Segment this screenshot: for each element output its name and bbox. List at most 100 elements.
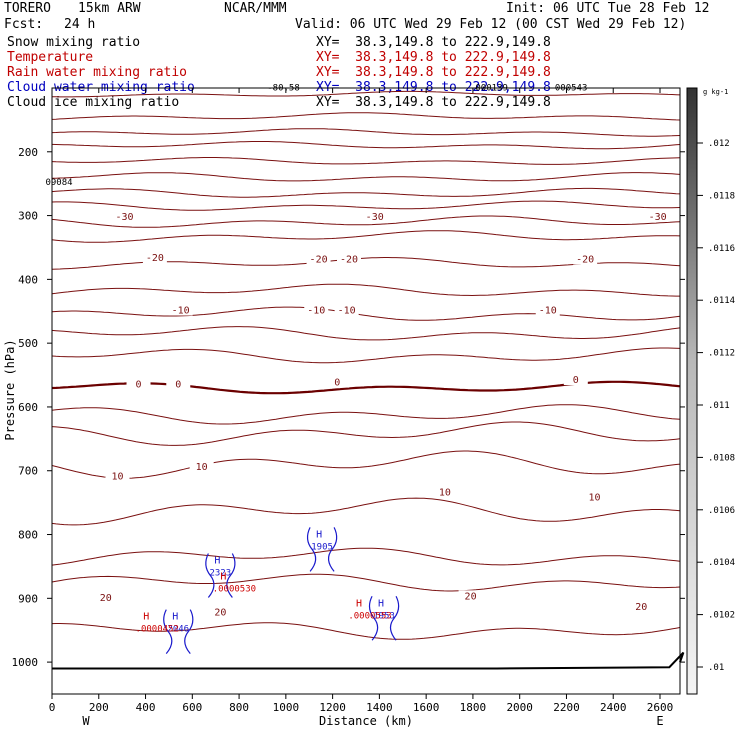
rain-water-high-1: H [143,612,149,623]
colorbar-tick-label-9: .0102 [708,611,735,621]
temp-label-bg-3 [142,252,167,264]
isotherm-20 [51,547,681,566]
y-tick-label-4: 600 [18,401,38,414]
plot-frame [51,87,681,695]
temp-label-bg-13 [325,376,350,388]
isotherm-2 [51,128,681,137]
temp-label-bg-1 [362,210,387,222]
isotherm-3 [51,141,681,150]
x-tick-label-6: 1200 [319,701,346,714]
rain-water-high-0: H [220,571,226,582]
colorbar-tick-label-4: .0112 [708,349,735,359]
isotherm-13 [51,326,681,341]
top-label-2: 000543 [555,84,588,94]
top-label-0: -80.58 [267,84,300,94]
temp-label-12: 0 [175,380,181,391]
y-tick-label-8: 1000 [12,656,39,669]
legend-rain-xy: XY= 38.3,149.8 to 222.9,149.8 [316,65,551,80]
temp-label-9: -10 [338,306,356,317]
legend-cloud-ice-label: Cloud ice mixing ratio [7,95,180,110]
cloud-water-label-1: 1905 [311,542,333,552]
colorbar-ticks: .012 .0118 .0116 .0114 .0112 .011 .0108 .0106 .0… [697,139,735,673]
isotherm-0 [51,90,681,98]
cloud-water-contour-1 [306,527,338,572]
model-resolution: 15km ARW [78,1,141,16]
x-tick-label-7: 1400 [366,701,393,714]
legend-cloud-ice-xy: XY= 38.3,149.8 to 222.9,149.8 [316,95,551,110]
temp-label-bg-9 [334,304,359,316]
temp-label-8: -10 [307,306,325,317]
temp-label-22: 20 [635,602,647,613]
temp-label-bg-0 [112,210,137,222]
cloud-water-high-1: H [316,529,322,540]
cloud-water-high-0: H [214,556,220,567]
rain-water-label-0: .0000530 [213,584,256,594]
x-tick-label-4: 800 [229,701,249,714]
y-tick-label-7: 900 [18,592,38,605]
temp-label-17: 10 [439,487,451,498]
isotherm-9 [51,230,681,243]
top-label-3: 09084 [45,178,72,188]
east-label: E [656,714,663,728]
temp-label-16: 10 [196,462,208,473]
temp-label-bg-18 [582,491,607,503]
y-tick-label-0: 200 [18,146,38,159]
temp-label-4: -20 [310,255,328,266]
temp-label-10: -10 [539,306,557,317]
colorbar-unit: g kg-1 [703,88,728,96]
temp-label-bg-4 [306,253,331,265]
valid-time: Valid: 06 UTC Wed 29 Feb 12 (00 CST Wed … [295,17,687,32]
model-name: TORERO [4,1,51,16]
x-tick-label-12: 2400 [600,701,627,714]
legend-rain-label: Rain water mixing ratio [7,65,188,80]
colorbar-tick-label-1: .0118 [708,191,735,201]
temp-label-11: 0 [136,380,142,391]
x-tick-label-9: 1800 [460,701,487,714]
colorbar-tick-label-0: .012 [708,139,730,149]
x-tick-label-11: 2200 [553,701,580,714]
temp-label-bg-6 [573,253,598,265]
rain-water-label-1: .0000452 [136,625,179,635]
cloud-water-high-3: H [378,598,384,609]
temp-label-13: 0 [334,378,340,389]
temp-label-1: -30 [366,212,384,223]
temp-label-bg-20 [208,606,233,618]
isotherm-4 [51,157,681,165]
temp-label-14: 0 [573,375,579,386]
temp-label-bg-11 [126,378,151,390]
isotherm-11 [51,283,680,297]
isotherm-19 [51,497,681,526]
colorbar-tick-label-7: .0106 [708,506,735,516]
temp-label-bg-22 [629,601,654,613]
temp-label-bg-2 [645,210,670,222]
plot-area: -30 -30 -30 -20 -20 -20 -20 -10 -10 -10 -10 0 0 0 0 10 1… [12,84,685,714]
isotherm-1 [51,112,681,121]
y-tick-label-3: 500 [18,337,38,350]
temp-label-0: -30 [115,212,133,223]
colorbar-tick-label-10: .01 [708,663,724,673]
legend-snow-label: Snow mixing ratio [7,35,141,50]
temp-label-bg-21 [458,590,483,602]
temp-label-15: 10 [111,471,123,482]
cloud-water-contour-2 [163,609,194,655]
temp-label-7: -10 [172,306,190,317]
isotherm-21 [51,573,681,592]
x-tick-label-13: 2600 [647,701,674,714]
temp-label-bg-8 [304,304,329,316]
isotherm-8 [51,215,681,228]
temp-label-bg-15 [105,470,130,482]
x-tick-label-5: 1000 [273,701,300,714]
x-tick-label-2: 400 [136,701,156,714]
temp-label-6: -20 [576,255,594,266]
temp-label-2: -30 [649,212,667,223]
temp-label-21: 20 [465,591,477,602]
init-time: Init: 06 UTC Tue 28 Feb 12 [506,1,710,16]
org-label: NCAR/MMM [224,1,287,16]
x-tick-label-1: 200 [89,701,109,714]
y-tick-label-6: 800 [18,529,38,542]
temp-label-bg-14 [563,374,588,386]
temp-label-19: 20 [100,593,112,604]
temp-label-bg-12 [166,378,191,390]
isotherm-18 [51,450,681,479]
temp-label-bg-19 [93,592,118,604]
